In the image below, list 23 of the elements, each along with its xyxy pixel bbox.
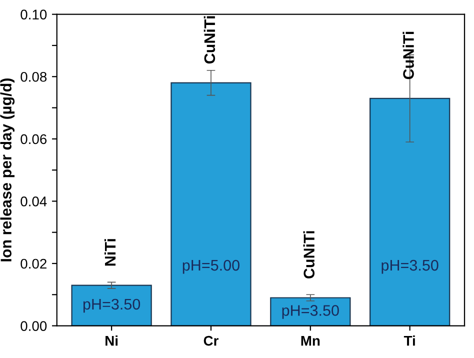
annotation: CuNiTi xyxy=(303,231,315,278)
annotation: NiTi xyxy=(104,239,116,266)
bar xyxy=(370,98,450,326)
bar xyxy=(71,284,152,326)
annotation: pH=5.00 xyxy=(182,260,240,274)
x-tick-label: Ni xyxy=(106,336,118,346)
y-tick-label: 0.02 xyxy=(20,258,46,269)
x-tick-label: Ti xyxy=(404,336,415,346)
y-tick-label: 0.06 xyxy=(20,134,47,144)
x-tick-label: Mn xyxy=(301,336,320,346)
annotation: pH=3.50 xyxy=(282,305,339,319)
annotation: pH=3.50 xyxy=(83,298,140,313)
bar xyxy=(170,82,252,326)
y-axis-title: Ion release per day (µg/d) xyxy=(0,78,15,262)
y-tick-label: 0.04 xyxy=(20,196,47,206)
bar xyxy=(270,297,351,326)
annotation: CuNiTi xyxy=(402,32,414,80)
y-tick-label: 0.00 xyxy=(20,321,47,331)
annotation: CuNiTi xyxy=(204,16,216,64)
y-tick-label: 0.10 xyxy=(20,10,47,20)
x-tick-label: Cr xyxy=(204,336,218,346)
y-tick-label: 0.08 xyxy=(20,72,47,82)
annotation: pH=3.50 xyxy=(382,260,438,274)
